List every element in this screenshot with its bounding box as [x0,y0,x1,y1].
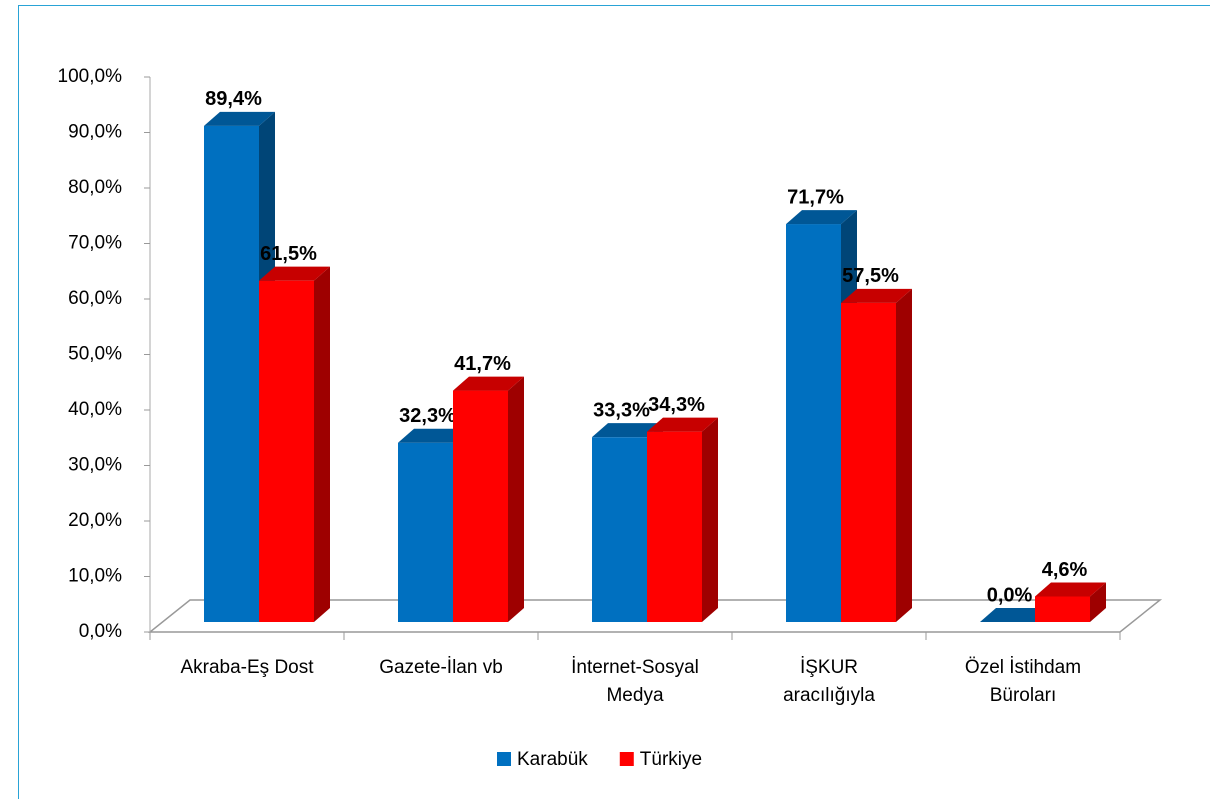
bar [786,224,841,622]
value-label: 41,7% [454,353,511,375]
bar [259,280,314,622]
value-label: 32,3% [399,405,456,427]
legend-swatch [497,752,511,766]
value-label: 71,7% [787,186,844,208]
bar-top [980,608,1051,622]
floor [147,599,1163,633]
bar-side [702,417,718,622]
bar [841,302,896,622]
bar-top [841,288,912,303]
y-tick-label: 20,0% [68,510,122,531]
bar-top [259,266,330,281]
value-label: 4,6% [1042,559,1088,581]
value-label: 33,3% [593,399,650,421]
value-label: 61,5% [260,243,317,265]
y-tick-label: 80,0% [68,177,122,198]
bar-top [592,423,663,438]
bar-side [508,376,524,622]
bar-side [314,266,330,622]
bar-top [1035,582,1106,597]
legend-label: Karabük [517,749,588,770]
bar [647,431,702,622]
legend-label: Türkiye [640,749,702,770]
bar [398,442,453,622]
y-tick-label: 60,0% [68,288,122,309]
bar [453,390,508,622]
legend-swatch [619,752,634,766]
x-tick-label: İŞKUR aracılığıyla [783,657,875,706]
value-label: 57,5% [842,265,899,287]
bar [204,125,259,622]
x-tick-label: Akraba-Eş Dost [180,657,314,678]
bar-top [453,376,524,391]
bar [1035,596,1090,622]
bar-top [786,210,857,225]
y-tick-label: 70,0% [68,233,122,254]
bar-side [1090,582,1106,622]
bar-side [896,288,912,622]
y-tick-label: 40,0% [68,399,122,420]
y-tick-label: 90,0% [68,122,122,143]
value-label: 89,4% [205,88,262,110]
value-label: 34,3% [648,394,705,416]
y-tick-label: 0,0% [79,621,122,642]
x-tick-label: Gazete-İlan vb [379,657,503,678]
x-tick-label: İnternet-Sosyal Medya [571,657,699,706]
frame [18,5,1210,799]
bar-top [647,417,718,432]
bar [592,437,647,622]
y-tick-label: 30,0% [68,455,122,476]
bar-top [204,111,275,126]
y-tick-label: 100,0% [58,66,123,87]
bar-top [398,428,469,443]
y-tick-label: 10,0% [68,566,122,587]
value-label: 0,0% [987,584,1033,606]
y-tick-label: 50,0% [68,344,122,365]
x-tick-label: Özel İstihdam Büroları [964,657,1082,706]
